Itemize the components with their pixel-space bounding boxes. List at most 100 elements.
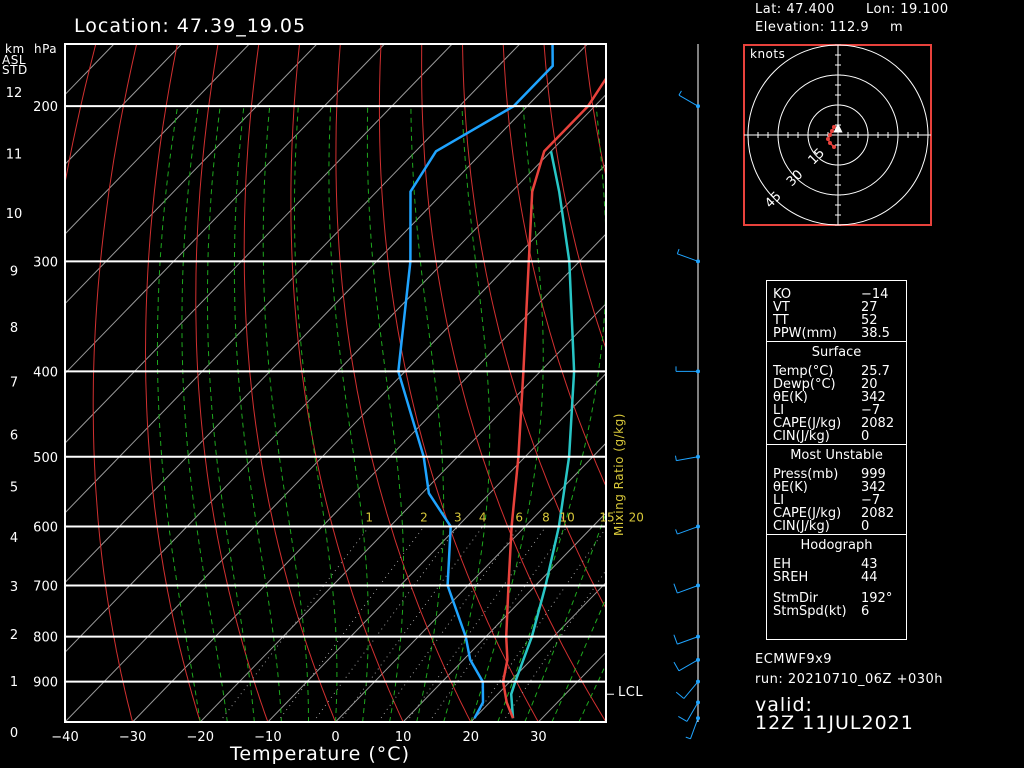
index-value: 6 (861, 604, 870, 619)
elevation-label: Elevation: 112.9 (755, 20, 870, 35)
index-value: 38.5 (861, 326, 890, 341)
wind-barb-flag (673, 661, 680, 672)
index-value: 2082 (861, 416, 895, 431)
dry-adiabat-line (421, 44, 606, 722)
isotherm-line (65, 44, 318, 305)
index-name: CIN(J/kg) (773, 519, 830, 534)
moist-adiabat-line (181, 106, 228, 722)
index-name: CAPE(J/kg) (773, 506, 842, 521)
dry-adiabat-line (502, 44, 606, 488)
wind-barb-flag (673, 634, 678, 645)
isotherm-line (65, 44, 183, 165)
dry-adiabat-line (144, 44, 201, 722)
km-tick-label: 4 (10, 531, 18, 546)
dry-adiabat-line (378, 44, 539, 722)
wind-barb-staff (686, 702, 699, 722)
wind-barb-staff (678, 94, 699, 107)
isotherm-line (65, 44, 521, 514)
dry-adiabat-line (543, 44, 606, 351)
km-tick-label: 2 (10, 628, 18, 643)
pressure-tick-label: 200 (33, 100, 58, 115)
panel-separator (767, 444, 906, 445)
mixing-ratio-label: 20 (629, 511, 644, 525)
lcl-label: LCL (618, 685, 644, 700)
temperature-tick-label: 20 (462, 730, 479, 745)
panel-separator (767, 341, 906, 342)
elevation-unit: m (890, 20, 904, 35)
isotherm-line (65, 44, 250, 235)
index-value: 0 (861, 429, 870, 444)
index-value: 342 (861, 390, 886, 405)
index-name: SREH (773, 570, 809, 585)
dry-adiabat-line (462, 44, 606, 610)
index-name: Press(mb) (773, 467, 839, 482)
dewpoint-trace (397, 44, 554, 719)
hodograph-ring-label: 15 (806, 146, 828, 168)
asl-label: ASL (2, 53, 27, 67)
km-tick-label: 12 (6, 86, 23, 101)
km-tick-label: 7 (10, 375, 18, 390)
index-name: θE(K) (773, 390, 808, 405)
dry-adiabat-line (335, 44, 472, 722)
hodograph-point (832, 145, 836, 149)
index-value: 43 (861, 557, 878, 572)
hodograph-point (826, 137, 830, 141)
index-name: EH (773, 557, 791, 572)
isotherm-line (65, 44, 453, 444)
isotherm-line (199, 302, 606, 722)
hodograph-units: knots (750, 47, 786, 61)
mixing-ratio-line (406, 526, 547, 722)
wind-barb-staff (677, 253, 699, 262)
mixing-ratio-label: 10 (560, 511, 575, 525)
dry-adiabat-line (290, 44, 404, 722)
index-value: 342 (861, 480, 886, 495)
index-value: −7 (861, 403, 881, 418)
model-name: ECMWF9x9 (755, 652, 833, 667)
pressure-tick-label: 800 (33, 631, 58, 646)
isotherm-line (402, 512, 606, 722)
mixing-ratio-label: 6 (515, 511, 523, 525)
index-value: −14 (861, 287, 889, 302)
isotherm-line (470, 581, 606, 722)
wind-barb-staff (677, 585, 699, 594)
dry-adiabat-line (195, 44, 269, 722)
index-value: 27 (861, 300, 878, 315)
temperature-tick-label: −10 (254, 730, 281, 745)
moist-adiabat-line (233, 106, 282, 722)
mixing-ratio-label: 1 (365, 511, 373, 525)
wind-barb-flag (675, 691, 685, 699)
index-value: 2082 (861, 506, 895, 521)
wind-barb-flag (678, 715, 688, 722)
km-axis-label: km (5, 42, 25, 56)
isotherm-line (65, 163, 606, 722)
moist-adiabat-line (410, 106, 445, 722)
index-name: StmSpd(kt) (773, 604, 847, 619)
mixing-ratio-label: 2 (420, 511, 428, 525)
mixing-ratio-label: 8 (542, 511, 550, 525)
lon-label: Lon: 19.100 (866, 2, 949, 17)
index-value: 44 (861, 570, 878, 585)
index-name: KO (773, 287, 792, 302)
panel-section-header: Most Unstable (790, 448, 883, 463)
moist-adiabat-line (470, 106, 544, 722)
wind-barb-flag (675, 529, 678, 535)
index-name: θE(K) (773, 480, 808, 495)
wind-barb-flag (673, 583, 678, 594)
wind-barb-staff (690, 717, 699, 739)
pressure-tick-label: 600 (33, 521, 58, 536)
index-name: StmDir (773, 591, 818, 606)
wind-barb-flag (678, 90, 682, 96)
temperature-tick-label: −20 (187, 730, 214, 745)
temperature-tick-label: 10 (395, 730, 412, 745)
wind-barb-staff (677, 636, 699, 645)
temperature-tick-label: −30 (119, 730, 146, 745)
index-name: CAPE(J/kg) (773, 416, 842, 431)
hodograph-point (828, 141, 832, 145)
km-tick-label: 3 (10, 580, 18, 595)
wind-barb-staff (676, 456, 699, 462)
index-value: 52 (861, 313, 878, 328)
panel-section-header: Surface (811, 345, 862, 360)
index-value: 25.7 (861, 364, 890, 379)
